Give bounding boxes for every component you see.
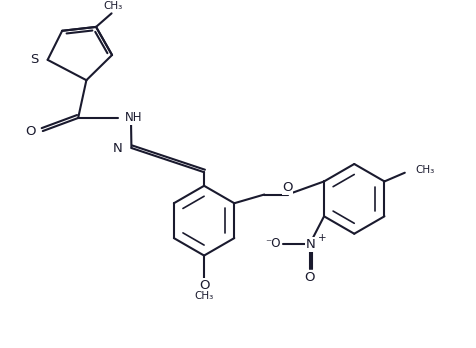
Text: O: O	[25, 125, 36, 137]
Text: CH₃: CH₃	[195, 291, 214, 301]
Text: NH: NH	[125, 111, 142, 125]
Text: ⁻O: ⁻O	[265, 237, 280, 250]
Text: +: +	[318, 232, 327, 243]
Text: N: N	[113, 142, 123, 155]
Text: CH₃: CH₃	[103, 1, 123, 11]
Text: O: O	[199, 279, 209, 292]
Text: CH₃: CH₃	[416, 165, 435, 175]
Text: O: O	[282, 181, 293, 194]
Text: O: O	[304, 271, 315, 284]
Text: N: N	[306, 238, 316, 251]
Text: S: S	[30, 53, 39, 66]
